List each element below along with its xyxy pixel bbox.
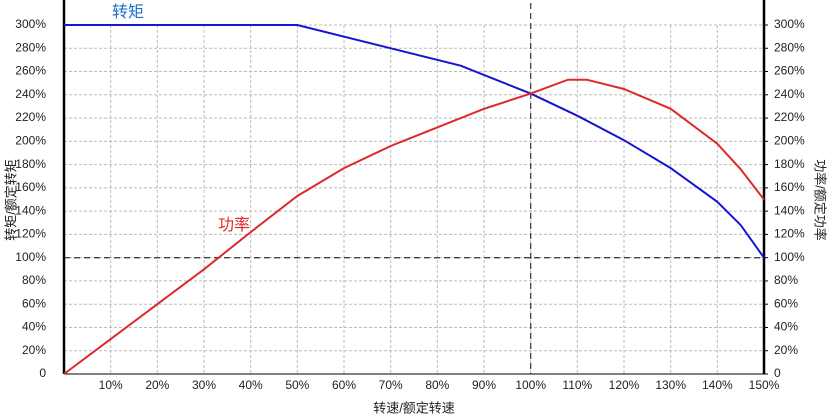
y-tick-label: 20% (22, 343, 46, 357)
y2-tick-label: 260% (774, 64, 805, 78)
y-tick-label: 100% (15, 250, 46, 264)
y2-tick-label: 60% (774, 296, 798, 310)
y-tick-label: 300% (15, 17, 46, 31)
y2-tick-label: 80% (774, 273, 798, 287)
x-tick-label: 100% (515, 378, 546, 392)
x-axis-title: 转速/额定转速 (373, 400, 455, 415)
y-tick-label: 60% (22, 296, 46, 310)
y2-tick-label: 300% (774, 17, 805, 31)
y-tick-label: 260% (15, 64, 46, 78)
x-tick-label: 50% (285, 378, 309, 392)
y2-tick-label: 180% (774, 157, 805, 171)
x-tick-label: 140% (702, 378, 733, 392)
y-tick-label: 220% (15, 110, 46, 124)
y2-tick-label: 280% (774, 40, 805, 54)
y2-axis-title: 功率/额定功率 (813, 159, 828, 241)
x-tick-label: 110% (562, 378, 592, 392)
y-tick-label: 0 (39, 366, 46, 380)
y2-tick-label: 20% (774, 343, 798, 357)
x-tick-label: 130% (655, 378, 686, 392)
x-tick-label: 70% (379, 378, 403, 392)
y2-tick-label: 140% (774, 203, 805, 217)
y-tick-label: 40% (22, 320, 46, 334)
x-tick-label: 40% (239, 378, 263, 392)
y-tick-label: 280% (15, 40, 46, 54)
y-tick-label: 200% (15, 134, 46, 148)
y2-tick-label: 40% (774, 320, 798, 334)
line (64, 24, 765, 259)
y2-tick-label: 240% (774, 87, 805, 101)
y-tick-label: 120% (15, 227, 46, 241)
x-tick-label: 20% (145, 378, 169, 392)
y2-tick-label: 220% (774, 110, 805, 124)
line (63, 78, 765, 375)
y2-tick-label: 100% (774, 250, 805, 264)
x-tick-label: 120% (609, 378, 640, 392)
x-tick-label: 80% (425, 378, 449, 392)
y2-tick-label: 200% (774, 134, 805, 148)
y-tick-label: 80% (22, 273, 46, 287)
y2-tick-label: 0 (774, 366, 781, 380)
x-tick-label: 90% (472, 378, 496, 392)
y-tick-label: 140% (15, 203, 46, 217)
y2-tick-label: 160% (774, 180, 805, 194)
y-tick-label: 160% (15, 180, 46, 194)
x-tick-label: 60% (332, 378, 356, 392)
y-tick-label: 240% (15, 87, 46, 101)
series-label: 功率 (218, 216, 250, 234)
y2-tick-label: 120% (774, 227, 805, 241)
y-axis-title: 转矩/额定转矩 (3, 159, 18, 241)
x-tick-label: 30% (192, 378, 216, 392)
y-tick-label: 180% (15, 157, 46, 171)
x-tick-label: 10% (99, 378, 123, 392)
series-label: 转矩 (112, 3, 144, 21)
x-tick-label: 150% (749, 378, 780, 392)
